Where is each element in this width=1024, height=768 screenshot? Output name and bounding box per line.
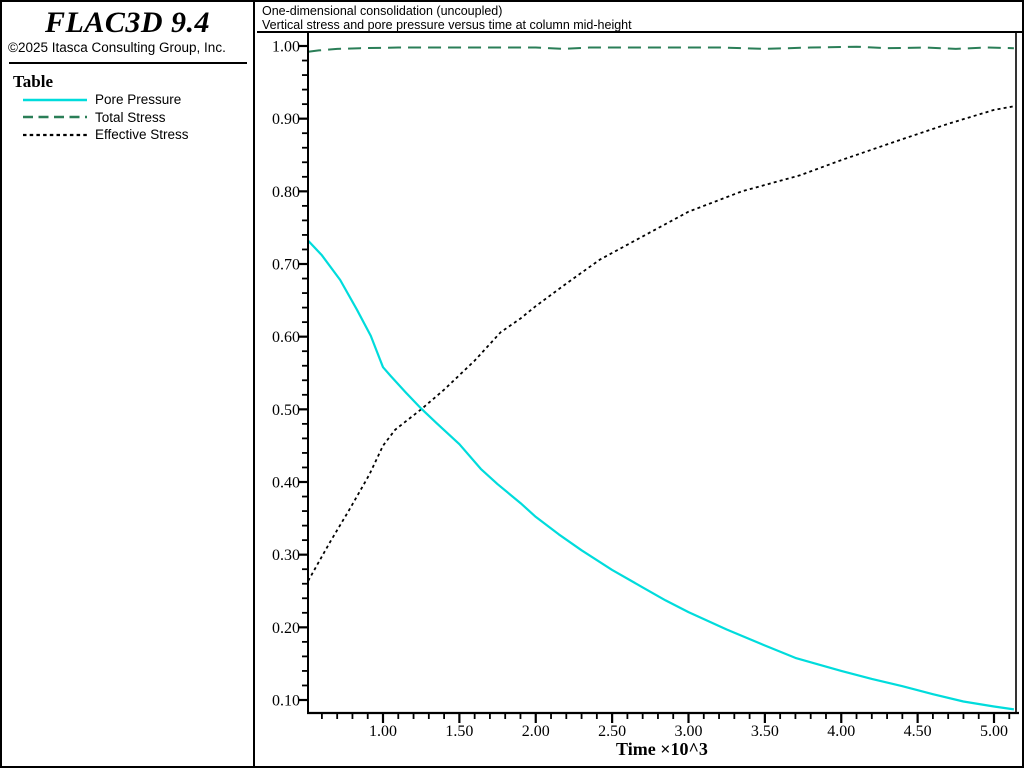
legend-line-swatch xyxy=(23,116,87,119)
y-tick-label: 1.00 xyxy=(272,39,300,56)
y-tick-label: 0.40 xyxy=(272,475,300,492)
y-tick-label: 0.80 xyxy=(272,184,300,201)
legend-item-pore-pressure: Pore Pressure xyxy=(2,91,253,109)
legend-label: Pore Pressure xyxy=(95,92,182,108)
chart-title: One-dimensional consolidation (uncoupled… xyxy=(262,4,503,18)
series-total-stress xyxy=(308,45,1014,53)
chart-panel: One-dimensional consolidation (uncoupled… xyxy=(257,2,1022,766)
legend-label: Effective Stress xyxy=(95,127,189,143)
plot-area: 1.00 1.50 2.00 2.50 3.00 3.50 4.00 4.50 5.00 0.10… xyxy=(272,33,1019,759)
x-tick-label: 3.00 xyxy=(675,723,703,740)
x-tick-label: 2.00 xyxy=(522,723,550,740)
legend-title: Table xyxy=(13,72,54,91)
y-tick-label: 0.60 xyxy=(272,329,300,346)
legend-item-effective-stress: Effective Stress xyxy=(2,126,253,144)
x-axis-title: Time ×10^3 xyxy=(616,739,708,759)
y-tick-label: 0.70 xyxy=(272,257,300,274)
legend-line-swatch xyxy=(23,133,87,136)
y-tick-label: 0.50 xyxy=(272,402,300,419)
y-tick-label: 0.90 xyxy=(272,111,300,128)
legend: Pore Pressure Total Stress Effective Stres… xyxy=(2,91,253,144)
sidebar-divider xyxy=(9,62,247,64)
x-tick-label: 2.50 xyxy=(598,723,626,740)
series-effective-stress xyxy=(307,105,1015,582)
copyright-text: ©2025 Itasca Consulting Group, Inc. xyxy=(8,40,226,55)
y-tick-label: 0.10 xyxy=(272,693,300,710)
x-tick-label: 4.50 xyxy=(904,723,932,740)
flac3d-logo: FLAC3D 9.4 xyxy=(44,6,211,39)
y-tick-label: 0.30 xyxy=(272,547,300,564)
legend-label: Total Stress xyxy=(95,109,166,125)
x-tick-label: 1.50 xyxy=(445,723,473,740)
chart-title-block: One-dimensional consolidation (uncoupled… xyxy=(257,2,1022,33)
chart-subtitle: Vertical stress and pore pressure versus… xyxy=(262,18,632,32)
x-tick-label: 4.00 xyxy=(827,723,855,740)
y-tick-label: 0.20 xyxy=(272,620,300,637)
x-tick-label: 5.00 xyxy=(980,723,1008,740)
legend-item-total-stress: Total Stress xyxy=(2,109,253,127)
legend-line-swatch xyxy=(23,98,87,101)
series-pore-pressure xyxy=(307,239,1015,711)
sidebar: FLAC3D 9.4 ©2025 Itasca Consulting Group… xyxy=(2,2,255,766)
x-tick-label: 1.00 xyxy=(369,723,397,740)
x-tick-label: 3.50 xyxy=(751,723,779,740)
